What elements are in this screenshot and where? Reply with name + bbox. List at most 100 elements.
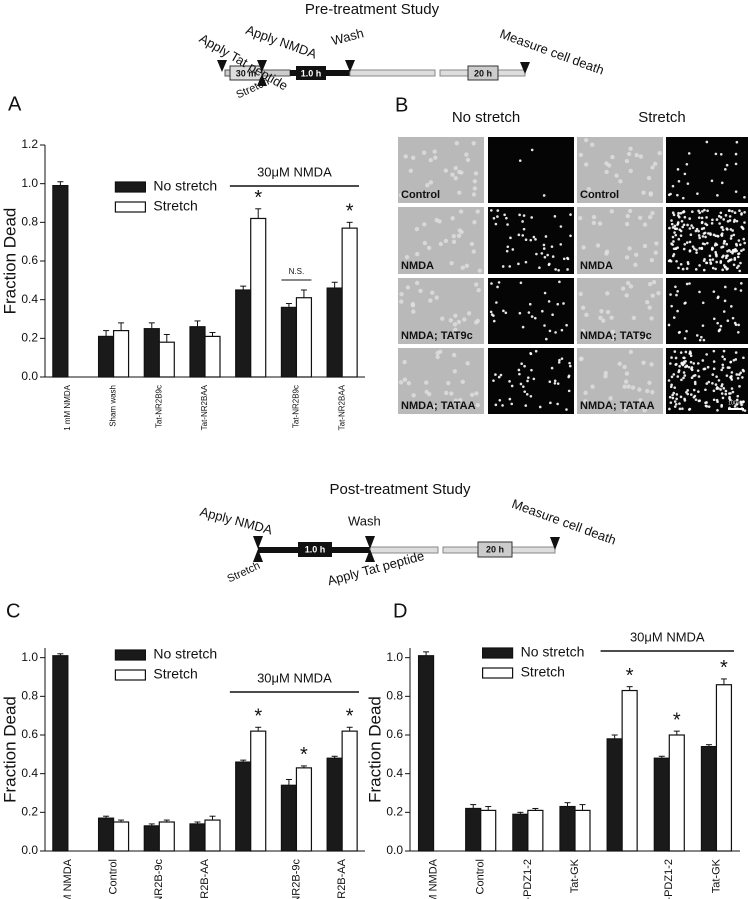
stained-cell <box>737 323 741 327</box>
stained-cell <box>671 393 674 397</box>
stained-cell <box>551 255 555 258</box>
stained-cell <box>735 403 739 406</box>
stained-cell <box>737 252 741 255</box>
stained-cell <box>556 402 559 406</box>
stained-cell <box>716 321 719 325</box>
cell <box>610 154 615 160</box>
panel-b: B No stretch Stretch Control Control NMDA N… <box>395 94 748 414</box>
stained-cell <box>519 281 523 285</box>
stained-cell <box>723 299 727 303</box>
stained-cell <box>568 364 572 368</box>
cell <box>647 305 652 310</box>
stained-cell <box>728 219 732 222</box>
stained-cell <box>697 209 700 213</box>
cell <box>435 350 440 356</box>
stained-cell <box>557 268 560 272</box>
stained-cell <box>554 268 557 271</box>
stained-cell <box>728 215 732 218</box>
stained-cell <box>668 395 672 399</box>
cell <box>648 192 654 197</box>
arrow <box>257 60 267 72</box>
stained-cell <box>530 148 534 152</box>
cell <box>595 243 601 248</box>
cell <box>627 246 632 251</box>
bar <box>52 185 69 378</box>
stained-cell <box>499 373 503 377</box>
stained-cell <box>708 258 712 262</box>
stained-cell <box>496 209 500 212</box>
stained-cell <box>518 311 522 315</box>
stained-cell <box>724 392 728 396</box>
bar <box>112 821 130 852</box>
stained-cell <box>562 302 565 305</box>
stained-cell <box>735 242 738 246</box>
stained-cell <box>740 403 743 407</box>
stained-cell <box>689 360 693 364</box>
stained-cell <box>559 243 563 246</box>
stained-cell <box>673 227 677 230</box>
stained-cell <box>730 371 734 374</box>
stained-cell <box>673 405 677 408</box>
stained-cell <box>703 367 707 371</box>
cell <box>617 361 622 366</box>
stained-cell <box>489 310 493 314</box>
cell <box>631 315 637 321</box>
stained-cell <box>495 301 498 304</box>
cell <box>625 280 631 286</box>
legend-label: No stretch <box>153 178 217 194</box>
stained-cell <box>673 231 676 234</box>
y-tick-label: 1.0 <box>21 176 38 190</box>
stained-cell <box>700 221 704 225</box>
stained-cell <box>689 354 693 358</box>
cell <box>622 384 627 389</box>
stained-cell <box>718 222 721 225</box>
legend-swatch <box>482 647 514 659</box>
y-axis-title: Fraction Dead <box>0 208 19 315</box>
stained-cell <box>732 233 736 237</box>
stained-cell <box>723 240 727 243</box>
cell <box>650 389 655 395</box>
stained-cell <box>560 328 564 332</box>
cell <box>598 315 603 321</box>
stained-cell <box>559 225 563 228</box>
stained-cell <box>551 313 554 317</box>
stained-cell <box>690 368 694 372</box>
stained-cell <box>731 390 735 394</box>
stained-cell <box>689 393 693 396</box>
stained-cell <box>517 368 521 372</box>
stained-cell <box>669 362 672 365</box>
bar <box>480 809 497 852</box>
cell <box>641 360 646 365</box>
row-label: NMDA; TAT9c <box>580 330 652 342</box>
stained-cell <box>684 359 687 363</box>
stained-cell <box>720 392 724 395</box>
stained-cell <box>743 241 746 245</box>
bar <box>143 825 160 852</box>
stained-cell <box>707 232 710 235</box>
stained-cell <box>712 233 716 237</box>
stained-cell <box>697 375 701 378</box>
cell <box>654 241 659 246</box>
stained-cell <box>734 152 738 156</box>
stained-cell <box>691 226 695 229</box>
stained-cell <box>686 182 690 185</box>
stained-cell <box>724 285 727 289</box>
cell <box>583 390 588 396</box>
x-tick-label: Tat-GK <box>710 858 722 893</box>
bar <box>574 809 591 852</box>
cell <box>647 380 652 386</box>
stained-cell <box>739 261 742 265</box>
stained-cell <box>554 331 557 334</box>
stained-cell <box>678 402 681 405</box>
cell <box>466 311 472 316</box>
cell <box>624 293 629 298</box>
stained-cell <box>682 223 686 227</box>
stained-cell <box>721 228 725 232</box>
cell <box>637 215 643 221</box>
cell <box>403 154 408 159</box>
stained-cell <box>689 233 693 237</box>
cell <box>411 309 416 314</box>
cell <box>434 295 439 300</box>
stained-cell <box>506 223 509 226</box>
significance-label: * <box>300 744 308 766</box>
